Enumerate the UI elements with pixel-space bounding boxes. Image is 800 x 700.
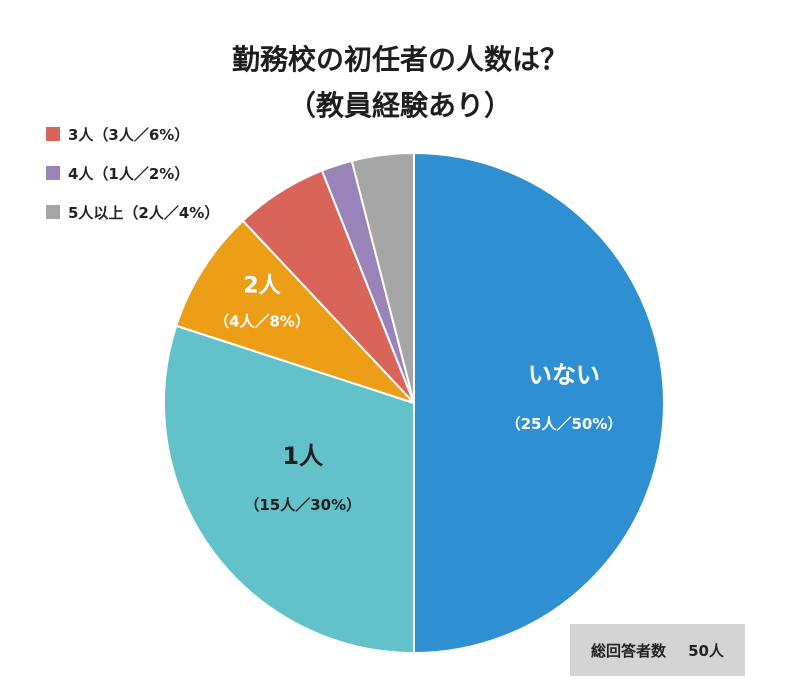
slice-value-label-0: （25人／50%） [506, 415, 623, 433]
slice-value-label-2: （4人／8%） [214, 313, 310, 331]
legend-item-3: 3人（3人／6%） [46, 124, 219, 144]
chart-title-line2: （教員経験あり） [287, 89, 512, 122]
slice-label-1: 1人 [282, 442, 323, 470]
slice-label-2: 2人 [243, 274, 280, 299]
pie-slice-2 [174, 219, 415, 404]
pie-slice-5 [350, 151, 415, 404]
slice-value-label-1: （15人／30%） [244, 496, 361, 514]
total-value: 50人 [688, 641, 724, 660]
legend-swatch-4 [46, 166, 60, 180]
legend-label-3: 3人（3人／6%） [68, 125, 190, 144]
slice-label-0: いない [528, 361, 600, 389]
legend-label-5plus: 5人以上（2人／4%） [68, 203, 220, 222]
legend-item-4: 4人（1人／2%） [46, 163, 219, 183]
legend: 3人（3人／6%） 4人（1人／2%） 5人以上（2人／4%） [46, 124, 219, 241]
chart-title-line1: 勤務校の初任者の人数は？ [231, 43, 568, 76]
total-label: 総回答者数 [591, 641, 667, 660]
legend-label-4: 4人（1人／2%） [68, 164, 190, 183]
total-respondents-box: 総回答者数 50人 [570, 624, 745, 676]
legend-swatch-5plus [46, 205, 60, 219]
pie-slice-1 [163, 324, 415, 655]
legend-swatch-3 [46, 127, 60, 141]
pie-slice-0 [413, 151, 665, 655]
legend-item-5plus: 5人以上（2人／4%） [46, 202, 219, 222]
